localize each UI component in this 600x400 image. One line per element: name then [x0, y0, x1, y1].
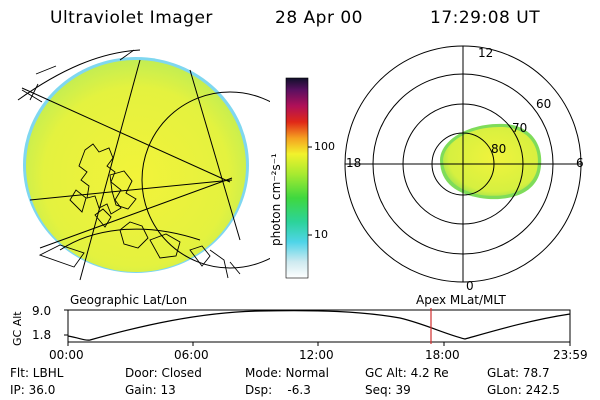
geographic-image: [17, 49, 270, 281]
status-flt: Flt: LBHL: [10, 366, 64, 380]
mlt-label-12: 12: [478, 46, 494, 60]
colorbar-gradient: [285, 77, 309, 279]
polar-plot: [344, 45, 582, 283]
time-ticks: [67, 342, 571, 346]
status-mode: Mode: Normal: [245, 366, 329, 380]
mlat-label-80: 80: [491, 142, 507, 156]
earth-disk: [26, 60, 246, 272]
coastlines: [21, 49, 241, 279]
time-tick-0600: 06:00: [174, 348, 209, 362]
status-glat: GLat: 78.7: [487, 366, 550, 380]
polar-grid: [344, 45, 582, 283]
colorbar-tick-10: 10: [314, 228, 328, 241]
status-glon: GLon: 242.5: [487, 383, 560, 397]
status-gc-alt: GC Alt: 4.2 Re: [365, 366, 449, 380]
apex-label: Apex MLat/MLT: [416, 293, 506, 307]
status-ip: IP: 36.0: [10, 383, 56, 397]
time-tick-1200: 12:00: [299, 348, 334, 362]
mlt-label-0: 0: [466, 279, 474, 293]
altitude-plot: [64, 308, 571, 346]
app-title: Ultraviolet Imager: [50, 8, 213, 28]
date-label: 28 Apr 00: [275, 8, 363, 28]
time-label: 17:29:08 UT: [430, 8, 541, 28]
mlt-label-18: 18: [346, 156, 362, 170]
graticule-lines: [17, 49, 270, 281]
mlat-label-70: 70: [512, 121, 528, 135]
colorbar: [285, 77, 312, 279]
orbit-altitude-curve: [67, 310, 571, 341]
alt-tick-1-8: 1.8: [32, 328, 52, 342]
alt-tick-9: 9.0: [32, 304, 52, 318]
auroral-oval: [443, 126, 538, 196]
gc-alt-axis-label: GC Alt: [11, 311, 24, 346]
status-gain: Gain: 13: [125, 383, 176, 397]
geographic-label: Geographic Lat/Lon: [70, 293, 188, 307]
status-dsp: Dsp: -6.3: [245, 383, 311, 397]
status-seq: Seq: 39: [365, 383, 411, 397]
mlat-label-60: 60: [536, 97, 552, 111]
time-tick-0000: 00:00: [49, 348, 84, 362]
status-door: Door: Closed: [125, 366, 202, 380]
colorbar-tick-100: 100: [314, 140, 335, 153]
time-tick-2359: 23:59: [553, 348, 588, 362]
mlt-label-6: 6: [576, 156, 584, 170]
time-tick-1800: 18:00: [425, 348, 460, 362]
altitude-frame: [67, 309, 571, 343]
colorbar-unit-label: photon cm⁻²s⁻¹: [269, 153, 283, 246]
